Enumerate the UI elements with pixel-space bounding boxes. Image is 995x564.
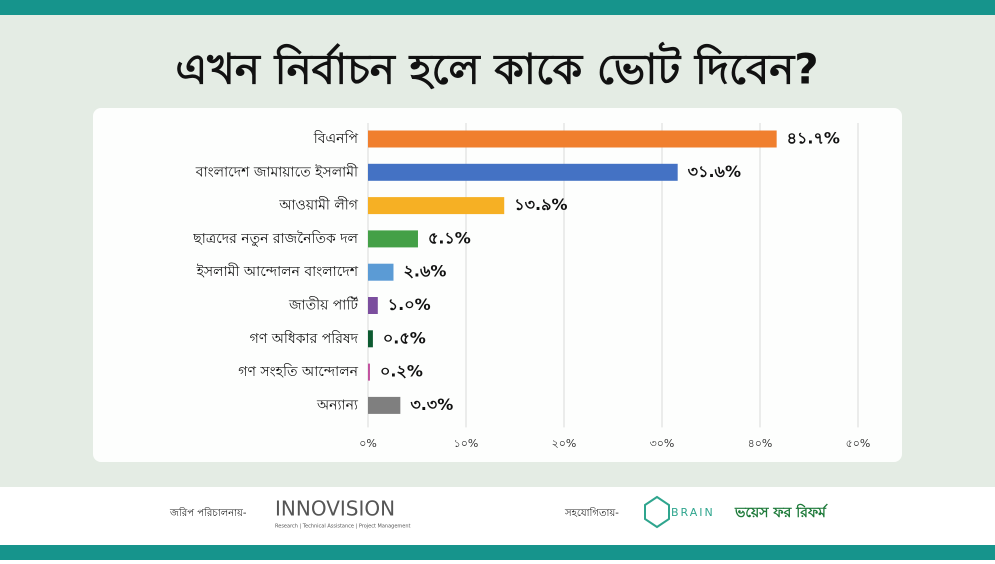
top-strip: [0, 0, 995, 15]
logo-innovision: INNOVISION: [275, 497, 395, 521]
value-label: ২.৬%: [403, 262, 446, 281]
value-label: ০.৫%: [383, 328, 426, 347]
x-tick-label: ২০%: [552, 437, 577, 450]
bar: [368, 297, 378, 314]
x-tick-label: ৩০%: [650, 437, 675, 450]
bar: [368, 230, 418, 248]
bar: [368, 363, 370, 381]
category-label: গণ সংহতি আন্দোলন: [238, 363, 358, 380]
category-label: আওয়ামী লীগ: [278, 197, 359, 214]
x-tick-label: ০%: [359, 437, 377, 450]
bar: [368, 330, 373, 348]
value-label: ৪১.৭%: [787, 129, 840, 148]
footer-band: [0, 487, 995, 545]
chart-panel: [93, 108, 902, 462]
bar: [368, 163, 678, 181]
value-label: ৩১.৬%: [688, 162, 741, 181]
category-label: ইসলামী আন্দোলন বাংলাদেশ: [196, 263, 359, 280]
bar: [368, 263, 394, 281]
value-label: ১৩.৯%: [514, 195, 567, 214]
logo-voice-for-reform: ভয়েস ফর রিফর্ম: [734, 503, 828, 521]
value-label: ১.০%: [388, 295, 431, 314]
bar: [368, 130, 777, 148]
footer-label: সহযোগিতায়-: [564, 507, 619, 519]
x-tick-label: ১০%: [454, 437, 479, 450]
footer-label: জরিপ পরিচালনায়-: [169, 507, 247, 519]
value-label: ৫.১%: [428, 228, 471, 247]
bar: [368, 197, 505, 215]
bottom-strip: [0, 545, 995, 560]
bar: [368, 396, 401, 414]
category-label: অন্যান্য: [316, 397, 359, 413]
value-label: ৩.৩%: [410, 395, 453, 414]
logo-icon: [644, 495, 670, 529]
category-label: বিএনপি: [313, 130, 359, 147]
logo-brain: BRAIN: [671, 506, 715, 519]
plot: ০% ১০% ২০% ৩০% ৪০% ৫০% বিএনপি ৪১.৭% বাংলাদেশ জাম…: [192, 123, 870, 450]
x-tick-label: ৪০%: [748, 437, 773, 450]
category-label: ছাত্রদের নতুন রাজনৈতিক দল: [192, 230, 358, 247]
category-label: বাংলাদেশ জামায়াতে ইসলামী: [195, 163, 359, 180]
category-label: গণ অধিকার পরিষদ: [250, 330, 359, 347]
category-label: জাতীয় পার্টি: [288, 297, 358, 314]
value-label: ০.২%: [380, 362, 423, 381]
chart-title: এখন নির্বাচন হলে কাকে ভোট দিবেন?: [175, 42, 818, 94]
x-tick-label: ৫০%: [846, 437, 871, 450]
logo-tagline: Research | Technical Assistance | Projec…: [275, 524, 411, 530]
